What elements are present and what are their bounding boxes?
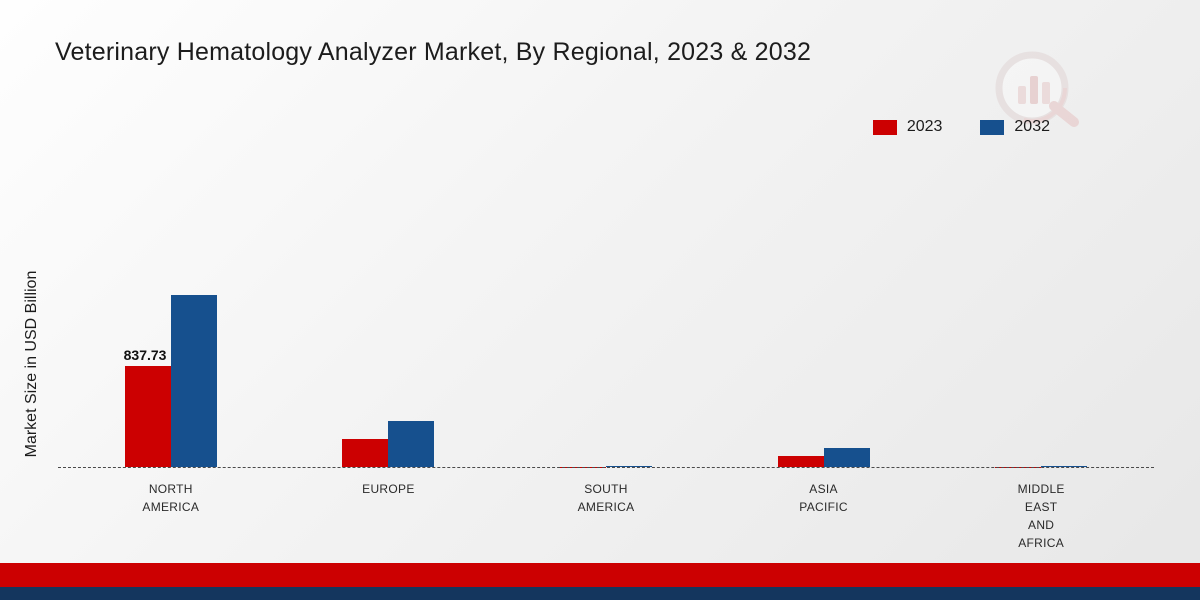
- bar-2023[interactable]: 837.73: [124, 347, 171, 467]
- plot-area: 837.73 NORTH AMERICA EUROPE SOUTH AMERICA AS…: [62, 127, 1150, 550]
- category-label: MIDDLE EAST AND AFRICA: [1017, 482, 1065, 550]
- bar-pair: 837.73: [124, 294, 217, 467]
- category-label: ASIA PACIFIC: [799, 482, 848, 514]
- bar-group: 837.73 NORTH AMERICA: [62, 294, 280, 514]
- chart-title: Veterinary Hematology Analyzer Market, B…: [55, 38, 812, 66]
- footer-bar-red: [0, 563, 1200, 587]
- bar-pair: [559, 466, 652, 467]
- bar-value-label: 837.73: [123, 347, 167, 364]
- bar-group: ASIA PACIFIC: [715, 448, 933, 514]
- legend-item-2032[interactable]: 2032: [980, 118, 1050, 136]
- bar-group: EUROPE: [280, 420, 498, 496]
- legend-label: 2032: [1014, 118, 1050, 135]
- bar-2032[interactable]: [1041, 466, 1088, 467]
- y-axis-label: Market Size in USD Billion: [23, 270, 40, 458]
- bar-pair: [342, 420, 435, 467]
- bar-2032[interactable]: [388, 420, 435, 467]
- x-axis-line: [58, 467, 1154, 468]
- bar-2023[interactable]: [342, 438, 389, 467]
- category-label: EUROPE: [362, 482, 415, 496]
- bar-pair: [777, 448, 870, 467]
- bar-2032[interactable]: [823, 448, 870, 467]
- bar-2032[interactable]: [170, 294, 217, 467]
- legend-swatch-2032: [980, 119, 1005, 135]
- category-label: NORTH AMERICA: [142, 482, 200, 514]
- legend-label: 2023: [906, 118, 943, 135]
- legend-swatch-2023: [872, 119, 897, 135]
- legend-item-2023[interactable]: 2023: [872, 118, 943, 136]
- bar-group: SOUTH AMERICA: [497, 466, 715, 514]
- watermark-logo: [992, 48, 1082, 128]
- footer-bar-navy: [0, 587, 1200, 600]
- category-label: SOUTH AMERICA: [577, 482, 635, 514]
- bar-2032[interactable]: [605, 466, 652, 467]
- bar-2023[interactable]: [777, 455, 824, 467]
- bar-group: MIDDLE EAST AND AFRICA: [932, 466, 1150, 550]
- bar-pair: [995, 466, 1088, 467]
- legend: 2023 2032: [872, 118, 1050, 136]
